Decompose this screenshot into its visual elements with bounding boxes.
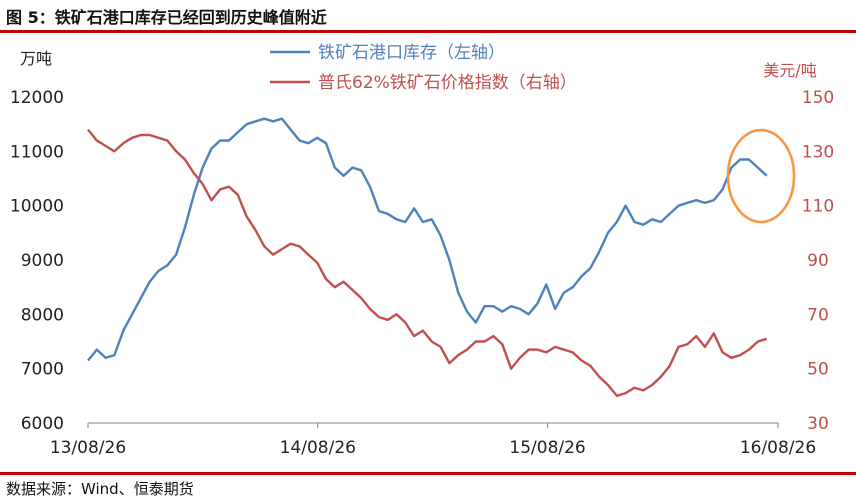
legend-label: 铁矿石港口库存（左轴） [318, 43, 505, 63]
y-right-tick-label: 50 [807, 360, 829, 380]
y-right-tick-label: 150 [802, 88, 834, 108]
y-left-tick-label: 10000 [10, 197, 64, 217]
y-right-tick-label: 130 [802, 142, 834, 162]
figure-title: 图 5：铁矿石港口库存已经回到历史峰值附近 [6, 8, 327, 27]
source-note: 数据来源：Wind、恒泰期货 [6, 480, 194, 498]
axis-layer: 13/08/26 14/08/26 15/08/26 16/08/26 6000 7000… [10, 49, 834, 458]
highlight-circle [726, 128, 796, 224]
y-left-tick-label: 11000 [10, 142, 64, 162]
x-tick-label: 15/08/26 [509, 438, 585, 458]
y-left-tick-label: 12000 [10, 88, 64, 108]
y-left-tick-label: 9000 [21, 251, 64, 271]
source-rule [0, 472, 856, 475]
y-right-tick-label: 30 [807, 414, 829, 434]
legend: 铁矿石港口库存（左轴） 普氏62%铁矿石价格指数（右轴） [270, 43, 577, 93]
y-right-tick-label: 70 [807, 305, 829, 325]
left-axis-unit: 万吨 [20, 49, 52, 68]
x-tick-label: 13/08/26 [50, 438, 126, 458]
right-axis-unit: 美元/吨 [763, 61, 816, 80]
x-tick-label: 16/08/26 [740, 438, 816, 458]
series-layer [87, 117, 796, 397]
y-right-tick-label: 110 [802, 197, 834, 217]
title-rule [0, 30, 856, 33]
legend-label: 普氏62%铁矿石价格指数（右轴） [318, 73, 577, 93]
y-left-tick-label: 7000 [21, 360, 64, 380]
y-left-tick-label: 8000 [21, 305, 64, 325]
x-tick-label: 14/08/26 [280, 438, 356, 458]
y-left-tick-label: 6000 [21, 414, 64, 434]
series-line-price [87, 128, 768, 397]
y-right-tick-label: 90 [807, 251, 829, 271]
series-line-inventory [87, 117, 768, 362]
